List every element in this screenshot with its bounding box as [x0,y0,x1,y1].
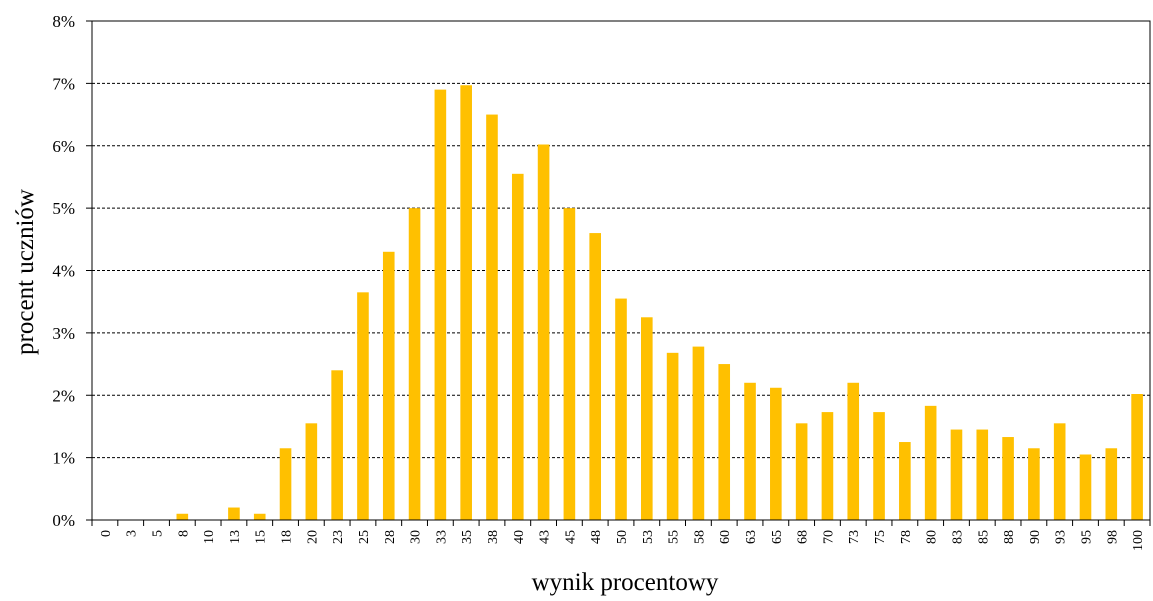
x-tick-label: 95 [1079,530,1094,544]
x-tick-label: 93 [1054,530,1069,544]
x-tick-label: 85 [976,530,991,544]
x-tick-label: 58 [692,530,707,544]
y-tick-label: 2% [52,386,75,405]
bar [770,387,782,520]
x-tick-label: 48 [589,530,604,544]
x-tick-label: 45 [563,530,578,544]
x-tick-label: 20 [305,530,320,544]
x-tick-label: 63 [744,530,759,544]
bar [176,513,189,520]
bar [563,208,576,520]
x-tick-label: 68 [796,530,811,544]
x-tick-label: 3 [125,530,140,537]
bar [253,513,266,520]
bar [511,173,524,520]
x-tick-label: 8 [176,530,191,537]
x-tick-label: 38 [486,530,501,544]
bar [1002,437,1014,520]
x-tick-label: 50 [615,530,630,544]
bar [692,346,705,520]
x-tick-label: 0 [99,530,114,537]
x-tick-label: 53 [641,530,656,544]
bar [666,352,679,520]
y-tick-label: 1% [52,449,75,468]
bar [1105,448,1118,520]
x-tick-label: 33 [434,530,449,544]
bar [486,114,498,520]
x-tick-label: 23 [331,530,346,544]
bar [847,382,860,520]
x-tick-label: 15 [254,530,269,544]
bar [615,298,627,520]
bar [434,89,447,521]
x-tick-label: 13 [228,530,243,544]
bar [1131,394,1143,520]
plot-frame [91,20,1151,521]
bar [718,364,731,520]
x-tick-label: 30 [409,530,424,544]
bar [795,423,808,520]
bar [589,233,602,520]
gridlines [92,82,1150,459]
bar [279,448,292,520]
bar [873,412,885,520]
y-tick-label: 4% [52,262,75,281]
x-tick-label: 90 [1028,530,1043,544]
bar [899,442,911,520]
x-tick-label: 70 [821,530,836,544]
y-tick-label: 6% [52,137,75,156]
x-axis-title: wynik procentowy [532,569,719,596]
x-tick-label: 73 [847,530,862,544]
x-tick-label: 88 [1002,530,1017,544]
bar [228,507,240,520]
bar [640,317,653,520]
bar [1053,423,1066,520]
bar [537,144,550,520]
bar [976,429,989,520]
x-tick-label: 43 [538,530,553,544]
y-tick-label: 5% [52,199,75,218]
bar [382,251,395,520]
x-tick-label: 75 [873,530,888,544]
bar [821,412,834,520]
x-tick-label: 35 [460,530,475,544]
bar [744,382,756,520]
x-tick-label: 60 [718,530,733,544]
bar [331,370,343,520]
x-tick-label: 98 [1105,530,1120,544]
x-tick-label: 80 [925,530,940,544]
bar [1028,448,1040,520]
bar [460,85,472,520]
y-tick-label: 3% [52,324,75,343]
x-tick-label: 78 [899,530,914,544]
y-tick-label: 0% [52,511,75,530]
y-tick-labels: 0% 1% 2% 3% 4% 5% 6% 7% 8% [52,12,75,530]
bar [408,208,421,520]
bar [305,423,318,520]
bar [357,292,369,520]
y-tick-label: 7% [52,74,75,93]
x-tick-label: 65 [770,530,785,544]
bar [924,405,937,520]
x-tick-label: 100 [1131,530,1146,551]
bar [950,429,963,520]
x-tick-label: 18 [280,530,295,544]
x-tick-label: 25 [357,530,372,544]
bars [176,85,1143,521]
x-tick-label: 10 [202,530,217,544]
axes [86,20,1151,526]
x-tick-label: 5 [151,530,166,537]
y-axis-title: procent uczniów [12,189,39,355]
x-tick-labels: 0 3 5 8 10 13 15 18 20 23 25 28 30 33 35 38 40 43 45 48 50 53… [99,530,1146,551]
x-tick-label: 40 [512,530,527,544]
bar [1079,454,1092,520]
y-tick-label: 8% [52,12,75,31]
x-tick-label: 83 [950,530,965,544]
x-tick-label: 28 [383,530,398,544]
x-tick-label: 55 [667,530,682,544]
